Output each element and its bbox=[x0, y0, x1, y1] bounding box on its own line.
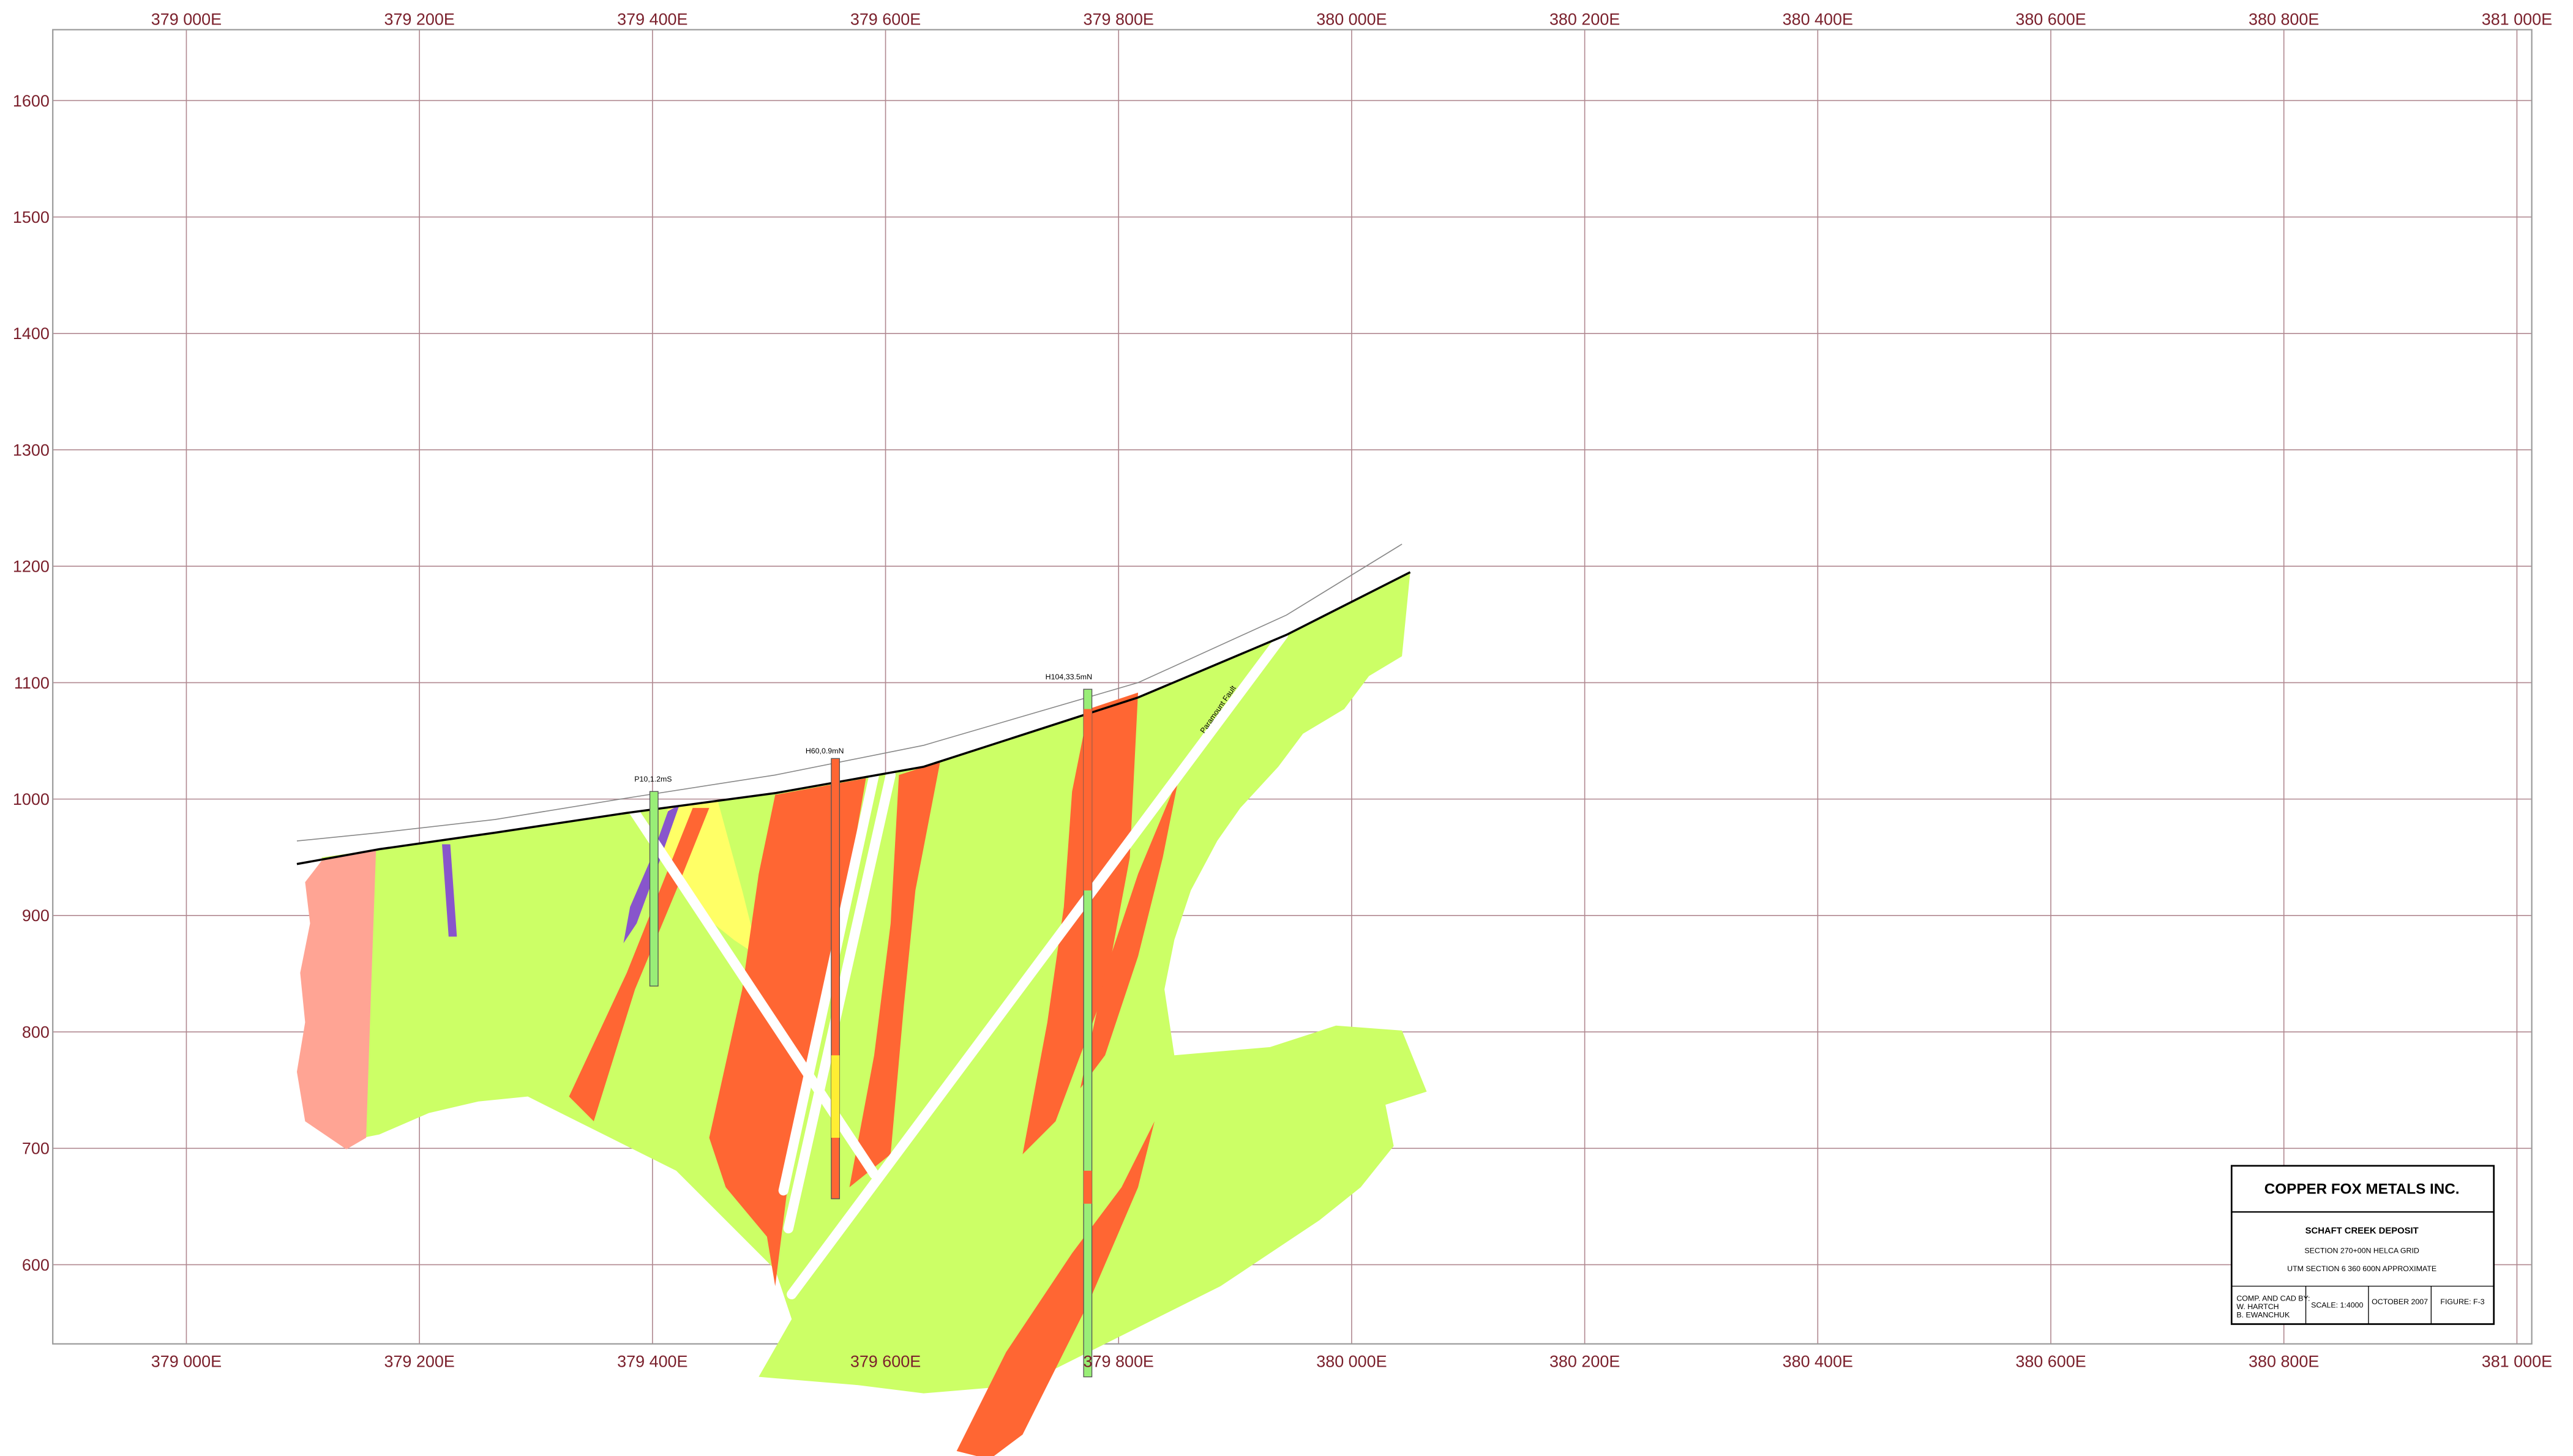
credits: W. HARTCH bbox=[2236, 1302, 2279, 1311]
x-tick-label: 380 400E bbox=[1783, 10, 1853, 28]
x-tick-label: 380 200E bbox=[1549, 1353, 1620, 1371]
credits: COMP. AND CAD BY: bbox=[2236, 1294, 2310, 1303]
section-map: P10,1.2mS H60,0.9mN H104,33.5mN Paramoun… bbox=[0, 0, 2573, 1456]
utm: UTM SECTION 6 360 600N APPROXIMATE bbox=[2287, 1264, 2436, 1273]
y-tick-label: 900 bbox=[22, 906, 50, 925]
x-tick-label: 379 600E bbox=[850, 1353, 921, 1371]
x-tick-label: 380 200E bbox=[1549, 10, 1620, 28]
title-block: COPPER FOX METALS INC. SCHAFT CREEK DEPO… bbox=[2231, 1166, 2493, 1324]
x-tick-label: 379 200E bbox=[384, 10, 454, 28]
salmon-unit bbox=[297, 849, 376, 1149]
section: SECTION 270+00N HELCA GRID bbox=[2304, 1247, 2419, 1255]
drill-hole bbox=[650, 791, 658, 986]
drill-interval bbox=[1084, 1171, 1092, 1204]
drill-hole-label: H104,33.5mN bbox=[1046, 673, 1092, 681]
x-tick-label: 380 800E bbox=[2249, 1353, 2319, 1371]
y-tick-label: 1500 bbox=[13, 208, 50, 226]
drill-interval bbox=[1084, 709, 1092, 890]
x-tick-label: 380 400E bbox=[1783, 1353, 1853, 1371]
x-tick-label: 379 000E bbox=[151, 10, 222, 28]
figure: FIGURE: F-3 bbox=[2440, 1297, 2484, 1306]
x-tick-label: 381 000E bbox=[2482, 10, 2552, 28]
y-tick-label: 700 bbox=[22, 1140, 50, 1158]
company: COPPER FOX METALS INC. bbox=[2264, 1181, 2460, 1198]
y-tick-label: 1200 bbox=[13, 558, 50, 576]
y-tick-label: 1100 bbox=[14, 674, 50, 692]
y-tick-label: 1600 bbox=[13, 92, 50, 110]
x-tick-label: 379 800E bbox=[1084, 1353, 1154, 1371]
x-tick-label: 379 000E bbox=[151, 1353, 222, 1371]
y-tick-label: 1300 bbox=[13, 441, 50, 459]
y-tick-label: 600 bbox=[22, 1256, 50, 1274]
date: OCTOBER 2007 bbox=[2372, 1297, 2428, 1306]
credits: B. EWANCHUK bbox=[2236, 1311, 2290, 1320]
y-tick-label: 1400 bbox=[13, 324, 50, 343]
x-tick-label: 379 600E bbox=[850, 10, 921, 28]
x-tick-label: 380 800E bbox=[2249, 10, 2319, 28]
x-tick-label: 380 600E bbox=[2015, 1353, 2086, 1371]
scale: SCALE: 1:4000 bbox=[2311, 1301, 2363, 1310]
x-tick-label: 379 400E bbox=[617, 10, 687, 28]
y-tick-label: 1000 bbox=[13, 790, 50, 808]
x-tick-label: 379 200E bbox=[384, 1353, 454, 1371]
x-tick-label: 381 000E bbox=[2482, 1353, 2552, 1371]
drill-hole-label: P10,1.2mS bbox=[634, 775, 672, 783]
x-tick-label: 379 400E bbox=[617, 1353, 687, 1371]
x-tick-label: 380 000E bbox=[1316, 1353, 1387, 1371]
drill-interval bbox=[831, 1055, 839, 1138]
x-tick-label: 379 800E bbox=[1084, 10, 1154, 28]
x-tick-label: 380 600E bbox=[2015, 10, 2086, 28]
x-tick-label: 380 000E bbox=[1316, 10, 1387, 28]
y-tick-label: 800 bbox=[22, 1023, 50, 1041]
drill-hole-label: H60,0.9mN bbox=[806, 747, 844, 755]
deposit: SCHAFT CREEK DEPOSIT bbox=[2305, 1226, 2419, 1236]
